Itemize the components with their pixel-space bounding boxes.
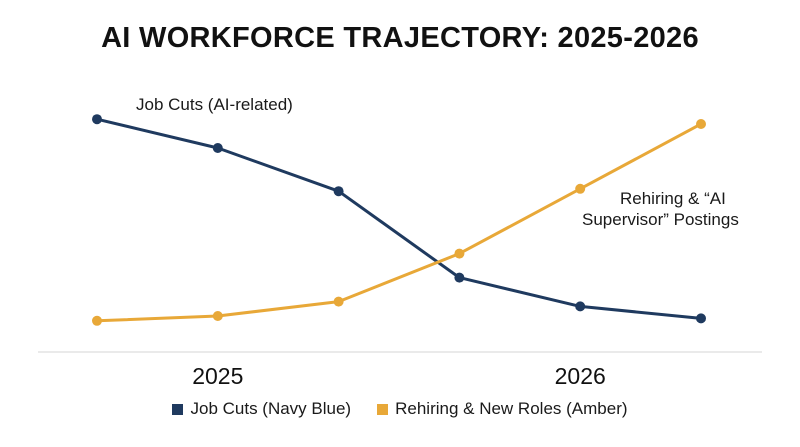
data-point-s1-3 xyxy=(454,248,465,259)
x-tick-layer: 2025 2026 xyxy=(192,363,606,389)
data-point-s1-1 xyxy=(212,311,223,321)
x-tick-label-1: 2026 xyxy=(555,363,606,389)
chart-legend: Job Cuts (Navy Blue) Rehiring & New Role… xyxy=(0,399,800,419)
data-point-s0-3 xyxy=(454,272,465,283)
x-tick-label-0: 2025 xyxy=(192,363,243,389)
data-point-s1-0 xyxy=(92,315,102,326)
legend-swatch-navy xyxy=(172,403,184,415)
series-line-1 xyxy=(96,122,702,323)
legend-item-rehiring: Rehiring & New Roles (Amber) xyxy=(377,399,628,419)
data-point-s0-2 xyxy=(333,186,344,197)
data-point-s0-5 xyxy=(696,313,706,324)
legend-item-job-cuts: Job Cuts (Navy Blue) xyxy=(172,399,351,419)
legend-label-rehiring: Rehiring & New Roles (Amber) xyxy=(395,399,628,418)
annotation-rehiring-line1: Rehiring & “AI xyxy=(620,189,726,208)
annotation-rehiring-line2: Supervisor” Postings xyxy=(582,210,739,229)
legend-swatch-amber xyxy=(377,403,389,415)
series-layer xyxy=(92,114,706,326)
annotation-job-cuts: Job Cuts (AI-related) xyxy=(136,95,293,114)
legend-label-job-cuts: Job Cuts (Navy Blue) xyxy=(190,399,352,418)
data-point-s1-4 xyxy=(575,183,586,194)
data-point-s1-2 xyxy=(333,296,344,307)
data-point-s0-1 xyxy=(212,143,223,153)
data-point-s0-0 xyxy=(92,114,102,125)
chart-title: AI WORKFORCE TRAJECTORY: 2025-2026 xyxy=(101,22,699,54)
series-line-0 xyxy=(96,117,702,320)
data-point-s0-4 xyxy=(575,301,586,312)
data-point-s1-5 xyxy=(696,119,706,129)
